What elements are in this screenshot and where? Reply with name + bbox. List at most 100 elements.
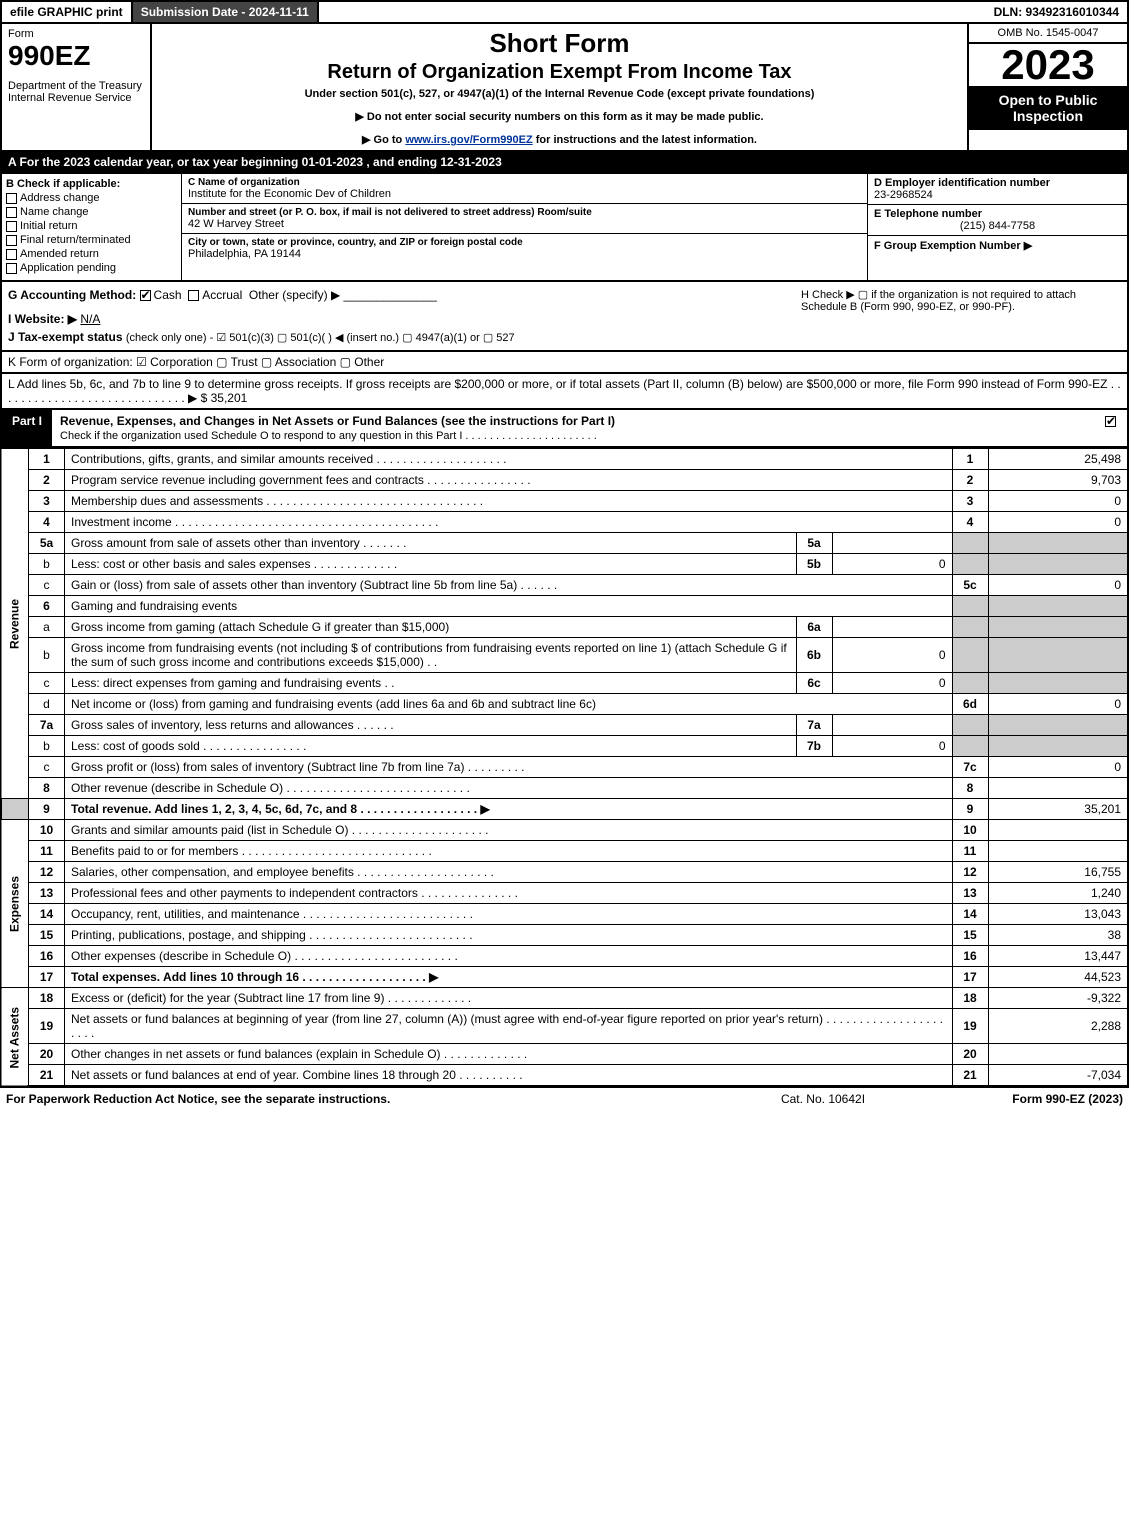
title-short-form: Short Form <box>156 28 963 59</box>
row-3-text: Membership dues and assessments . . . . … <box>65 491 953 512</box>
row-4-text: Investment income . . . . . . . . . . . … <box>65 512 953 533</box>
l-text: L Add lines 5b, 6c, and 7b to line 9 to … <box>8 377 1121 405</box>
row-6a-text: Gross income from gaming (attach Schedul… <box>65 617 797 638</box>
row-12-val: 16,755 <box>988 862 1128 883</box>
row-11-text: Benefits paid to or for members . . . . … <box>65 841 953 862</box>
col-c: C Name of organization Institute for the… <box>182 174 867 280</box>
row-10-text: Grants and similar amounts paid (list in… <box>65 820 953 841</box>
row-19-text: Net assets or fund balances at beginning… <box>65 1009 953 1044</box>
top-bar: efile GRAPHIC print Submission Date - 20… <box>0 0 1129 24</box>
g-other: Other (specify) ▶ <box>249 288 340 302</box>
c-name-label: C Name of organization <box>188 177 861 188</box>
chk-application-pending[interactable]: Application pending <box>6 262 177 274</box>
row-11-val <box>988 841 1128 862</box>
header-left: Form 990EZ Department of the Treasury In… <box>2 24 152 150</box>
row-5a-ival <box>832 533 952 554</box>
dln-label: DLN: 93492316010344 <box>986 2 1127 22</box>
row-5b-text: Less: cost or other basis and sales expe… <box>65 554 797 575</box>
row-20-val <box>988 1044 1128 1065</box>
footer-mid: Cat. No. 10642I <box>723 1092 923 1106</box>
irs-link[interactable]: www.irs.gov/Form990EZ <box>405 134 532 146</box>
row-1-text: Contributions, gifts, grants, and simila… <box>65 449 953 470</box>
row-5c-val: 0 <box>988 575 1128 596</box>
row-16-val: 13,447 <box>988 946 1128 967</box>
ein-value: 23-2968524 <box>874 189 1121 201</box>
page-footer: For Paperwork Reduction Act Notice, see … <box>0 1087 1129 1110</box>
line-l: L Add lines 5b, 6c, and 7b to line 9 to … <box>0 374 1129 410</box>
department: Department of the Treasury Internal Reve… <box>8 80 144 104</box>
row-18-text: Excess or (deficit) for the year (Subtra… <box>65 988 953 1009</box>
subtitle: Under section 501(c), 527, or 4947(a)(1)… <box>156 88 963 100</box>
l-value: 35,201 <box>211 391 248 405</box>
f-group-label: F Group Exemption Number ▶ <box>874 239 1121 252</box>
chk-accrual[interactable] <box>188 290 199 301</box>
chk-final-return[interactable]: Final return/terminated <box>6 234 177 246</box>
footer-left: For Paperwork Reduction Act Notice, see … <box>6 1092 723 1106</box>
col-d: D Employer identification number 23-2968… <box>867 174 1127 280</box>
row-6c-ival: 0 <box>832 673 952 694</box>
row-6b-ival: 0 <box>832 638 952 673</box>
part-1-title: Revenue, Expenses, and Changes in Net As… <box>52 410 1097 446</box>
chk-address-change[interactable]: Address change <box>6 192 177 204</box>
j-rest: (check only one) - ☑ 501(c)(3) ▢ 501(c)(… <box>126 332 515 344</box>
org-city: Philadelphia, PA 19144 <box>188 248 861 260</box>
row-7b-text: Less: cost of goods sold . . . . . . . .… <box>65 736 797 757</box>
form-word: Form <box>8 28 144 40</box>
row-14-text: Occupancy, rent, utilities, and maintena… <box>65 904 953 925</box>
part-1-label: Part I <box>2 410 52 446</box>
title-return: Return of Organization Exempt From Incom… <box>156 61 963 84</box>
row-5a-text: Gross amount from sale of assets other t… <box>65 533 797 554</box>
row-1-val: 25,498 <box>988 449 1128 470</box>
row-8-val <box>988 778 1128 799</box>
row-6b-text: Gross income from fundraising events (no… <box>65 638 797 673</box>
revenue-table: Revenue 1Contributions, gifts, grants, a… <box>0 448 1129 1087</box>
row-21-text: Net assets or fund balances at end of ye… <box>65 1065 953 1087</box>
row-5b-ival: 0 <box>832 554 952 575</box>
row-6d-val: 0 <box>988 694 1128 715</box>
c-addr-label: Number and street (or P. O. box, if mail… <box>188 207 861 218</box>
row-20-text: Other changes in net assets or fund bala… <box>65 1044 953 1065</box>
tel-value: (215) 844-7758 <box>874 220 1121 232</box>
line-j: J Tax-exempt status (check only one) - ☑… <box>8 330 801 344</box>
form-number: 990EZ <box>8 40 144 72</box>
e-tel-label: E Telephone number <box>874 208 1121 220</box>
block-g-h: G Accounting Method: Cash Accrual Other … <box>0 282 1129 352</box>
line-k: K Form of organization: ☑ Corporation ▢ … <box>0 352 1129 374</box>
row-15-val: 38 <box>988 925 1128 946</box>
line-i: I Website: ▶ N/A <box>8 312 801 326</box>
row-7c-text: Gross profit or (loss) from sales of inv… <box>65 757 953 778</box>
row-3-val: 0 <box>988 491 1128 512</box>
row-2-text: Program service revenue including govern… <box>65 470 953 491</box>
row-13-text: Professional fees and other payments to … <box>65 883 953 904</box>
chk-initial-return[interactable]: Initial return <box>6 220 177 232</box>
row-15-text: Printing, publications, postage, and shi… <box>65 925 953 946</box>
row-7c-val: 0 <box>988 757 1128 778</box>
row-9-val: 35,201 <box>988 799 1128 820</box>
chk-name-change[interactable]: Name change <box>6 206 177 218</box>
row-7a-text: Gross sales of inventory, less returns a… <box>65 715 797 736</box>
inspection-badge: Open to Public Inspection <box>969 86 1127 130</box>
line-g: G Accounting Method: Cash Accrual Other … <box>8 288 801 302</box>
b-label: B Check if applicable: <box>6 178 177 190</box>
part-1-checkbox[interactable] <box>1097 410 1127 446</box>
row-16-text: Other expenses (describe in Schedule O) … <box>65 946 953 967</box>
efile-label[interactable]: efile GRAPHIC print <box>2 2 133 22</box>
note-link-pre: ▶ Go to <box>362 134 405 146</box>
line-h: H Check ▶ ▢ if the organization is not r… <box>801 288 1121 344</box>
row-17-text: Total expenses. Add lines 10 through 16 … <box>65 967 953 988</box>
col-b: B Check if applicable: Address change Na… <box>2 174 182 280</box>
chk-amended-return[interactable]: Amended return <box>6 248 177 260</box>
row-6c-text: Less: direct expenses from gaming and fu… <box>65 673 797 694</box>
row-21-val: -7,034 <box>988 1065 1128 1087</box>
org-name: Institute for the Economic Dev of Childr… <box>188 188 861 200</box>
footer-right: Form 990-EZ (2023) <box>923 1092 1123 1106</box>
row-6d-text: Net income or (loss) from gaming and fun… <box>65 694 953 715</box>
row-10-val <box>988 820 1128 841</box>
org-address: 42 W Harvey Street <box>188 218 861 230</box>
row-12-text: Salaries, other compensation, and employ… <box>65 862 953 883</box>
chk-cash[interactable] <box>140 290 151 301</box>
side-net-assets: Net Assets <box>1 988 29 1087</box>
row-4-val: 0 <box>988 512 1128 533</box>
row-19-val: 2,288 <box>988 1009 1128 1044</box>
side-revenue: Revenue <box>1 449 29 799</box>
